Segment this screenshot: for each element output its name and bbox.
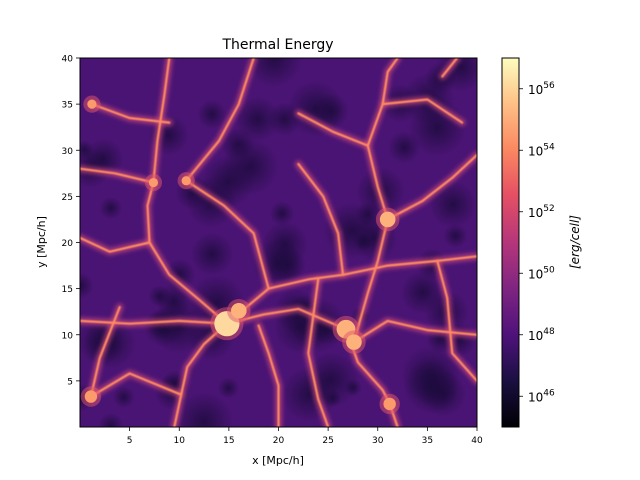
void-patch: [246, 58, 303, 88]
filament-22: [80, 236, 151, 253]
x-tick-label: 5: [127, 436, 133, 446]
halo-7: [181, 176, 191, 186]
void-patch: [354, 233, 373, 251]
y-tick-label: 20: [62, 239, 74, 249]
filament-14: [89, 372, 183, 398]
void-patch: [173, 391, 234, 427]
colorbar-tick-label: 1056: [528, 81, 555, 97]
void-patch: [80, 272, 94, 299]
filament-10: [80, 167, 155, 184]
filament-18: [436, 259, 477, 382]
filament-1: [80, 319, 228, 325]
filament-2: [173, 322, 228, 427]
halo-2: [346, 334, 362, 350]
y-tick-label: 25: [62, 193, 73, 203]
heatmap-area: [80, 58, 477, 427]
x-tick-label: 25: [322, 436, 333, 446]
colorbar-tick-label: 1046: [528, 388, 555, 404]
filament-15: [257, 324, 280, 427]
y-axis-label: y [Mpc/h]: [35, 216, 48, 268]
void-patch: [420, 370, 467, 417]
colorbar: [501, 57, 520, 428]
void-patch: [163, 258, 196, 291]
void-patch: [400, 270, 445, 315]
void-patch: [197, 99, 227, 129]
void-patch: [234, 96, 280, 142]
void-patch: [156, 283, 192, 319]
y-tick-label: 5: [67, 377, 73, 387]
colorbar-tick-label: 1054: [528, 142, 555, 158]
void-patch: [98, 412, 124, 427]
colorbar-tick-label: 1052: [528, 204, 555, 220]
halo-layer: [80, 95, 400, 415]
void-patch: [99, 196, 123, 220]
void-patch: [287, 80, 344, 138]
x-axis-ticks: 5 10 15 20 25 30 35 40: [127, 427, 483, 446]
x-tick-label: 30: [372, 436, 384, 446]
colorbar-label: [erg/cell]: [568, 215, 582, 269]
halo-5: [84, 390, 98, 403]
x-tick-label: 40: [471, 436, 483, 446]
y-tick-label: 35: [62, 101, 73, 111]
colorbar-tick-label: 1048: [528, 327, 555, 343]
chart-title: Thermal Energy: [221, 37, 333, 53]
colorbar-ticks: 1046 1048 1050 1052 1054 1056: [519, 81, 555, 404]
filament-6: [352, 319, 477, 344]
void-patch: [217, 377, 240, 399]
void-patch: [435, 58, 477, 93]
x-axis-label: x [Mpc/h]: [252, 454, 304, 467]
colorbar-tick-label: 1050: [528, 265, 555, 281]
void-patch: [267, 246, 307, 285]
y-tick-label: 30: [62, 147, 74, 157]
filament-9: [386, 153, 477, 221]
x-tick-label: 10: [174, 436, 186, 446]
filament-11: [185, 179, 270, 290]
y-tick-label: 15: [62, 285, 73, 295]
filament-8: [352, 218, 389, 344]
void-patch: [429, 180, 477, 228]
halo-4: [383, 397, 396, 411]
y-tick-label: 10: [62, 331, 74, 341]
filament-19: [381, 98, 464, 124]
filament-16: [297, 163, 345, 276]
filament-12: [185, 58, 255, 182]
halo-6: [87, 99, 97, 109]
x-tick-label: 15: [223, 436, 234, 446]
x-tick-label: 35: [422, 436, 433, 446]
void-patch: [443, 223, 468, 249]
halo-9: [231, 302, 247, 319]
void-patch: [190, 232, 234, 276]
filament-17: [297, 112, 369, 147]
filament-20: [441, 58, 459, 78]
filament-21: [307, 278, 330, 427]
filament-23: [89, 306, 121, 398]
filament-13: [90, 103, 171, 124]
y-tick-label: 40: [62, 55, 74, 65]
halo-3: [379, 211, 396, 228]
filament-0: [146, 58, 228, 325]
filament-7: [366, 58, 399, 221]
void-patch: [269, 201, 295, 226]
y-axis-ticks: 5 10 15 20 25 30 35 40: [62, 55, 80, 387]
x-tick-label: 20: [273, 436, 285, 446]
halo-8: [148, 177, 159, 188]
void-patch: [112, 386, 135, 408]
